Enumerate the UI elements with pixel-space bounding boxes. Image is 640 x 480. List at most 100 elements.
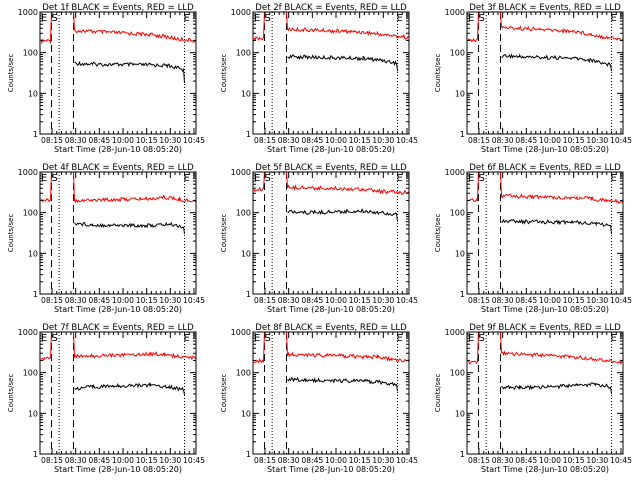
lld-series-line: [467, 172, 623, 204]
x-tick-label: 10:00: [325, 296, 347, 305]
y-tick-label: 10: [455, 89, 465, 98]
events-series-line: [74, 221, 185, 234]
x-tick-label: 08:45: [88, 136, 110, 145]
y-tick-label: 1: [33, 290, 38, 299]
plot-area: [467, 12, 623, 134]
x-tick-label: 10:45: [610, 136, 632, 145]
x-tick-label: 08:30: [492, 296, 514, 305]
marker-label: E: [468, 173, 474, 184]
y-axis-label: Counts/sec: [434, 374, 442, 413]
y-axis-label: Counts/sec: [220, 54, 228, 93]
x-tick-label: 10:45: [396, 456, 418, 465]
plot-area: [253, 172, 409, 294]
y-tick-label: 100: [23, 209, 38, 218]
plot-panel-8: Det 8f BLACK = Events, RED = LLD Counts/s…: [220, 323, 418, 474]
x-tick-label: 08:30: [492, 136, 514, 145]
marker-label: S: [478, 173, 484, 184]
x-tick-label: 10:30: [159, 456, 181, 465]
y-tick-label: 100: [23, 49, 38, 58]
panel-title: Det 5f BLACK = Events, RED = LLD: [255, 163, 407, 173]
x-tick-label: 08:30: [278, 296, 300, 305]
x-tick-label: 10:15: [136, 136, 158, 145]
plot-area: [253, 332, 409, 454]
x-tick-label: 08:15: [41, 136, 63, 145]
plot-panel-4: Det 4f BLACK = Events, RED = LLD Counts/s…: [7, 163, 205, 314]
x-tick-label: 10:30: [159, 296, 181, 305]
x-tick-label: 10:00: [112, 136, 134, 145]
marker-label: E: [254, 13, 260, 24]
marker-label: E: [41, 173, 47, 184]
x-tick-label: 08:15: [468, 456, 490, 465]
y-axis-label: Counts/sec: [434, 214, 442, 253]
x-tick-label: 08:30: [65, 136, 87, 145]
y-axis-label: Counts/sec: [220, 374, 228, 413]
y-tick-label: 1: [246, 290, 251, 299]
marker-label: E: [184, 333, 190, 344]
lld-series-line: [253, 332, 409, 364]
x-axis-label: Start Time (28-Jun-10 08:05:20): [481, 305, 609, 314]
x-axis-label: Start Time (28-Jun-10 08:05:20): [54, 465, 182, 474]
plot-panel-7: Det 7f BLACK = Events, RED = LLD Counts/s…: [7, 323, 205, 474]
events-series-line: [287, 54, 398, 72]
marker-label: E: [254, 173, 260, 184]
x-tick-label: 10:45: [396, 296, 418, 305]
y-tick-label: 1000: [445, 328, 465, 337]
x-tick-label: 10:15: [136, 296, 158, 305]
x-tick-label: 10:30: [159, 136, 181, 145]
x-tick-label: 10:15: [563, 136, 585, 145]
x-tick-label: 10:30: [372, 136, 394, 145]
x-tick-label: 10:30: [372, 456, 394, 465]
y-tick-label: 10: [241, 89, 251, 98]
x-tick-label: 08:15: [41, 456, 63, 465]
plot-frame: [39, 331, 197, 455]
marker-label: E: [41, 13, 47, 24]
plot-panel-2: Det 2f BLACK = Events, RED = LLD Counts/s…: [220, 3, 418, 154]
marker-label: S: [264, 173, 270, 184]
y-tick-label: 1000: [445, 8, 465, 17]
x-tick-label: 08:30: [492, 456, 514, 465]
events-series-line: [74, 381, 185, 396]
events-series-line: [287, 208, 398, 222]
marker-label: S: [51, 173, 57, 184]
x-tick-label: 10:00: [539, 136, 561, 145]
marker-label: E: [184, 13, 190, 24]
x-tick-label: 08:45: [515, 296, 537, 305]
events-series-line: [501, 218, 612, 234]
lld-series-line: [40, 172, 196, 204]
y-axis-label: Counts/sec: [7, 54, 15, 93]
x-tick-label: 08:45: [515, 136, 537, 145]
y-tick-label: 1000: [18, 168, 38, 177]
events-series-line: [74, 60, 185, 84]
plot-panel-1: Det 1f BLACK = Events, RED = LLD Counts/s…: [7, 3, 205, 154]
marker-label: S: [51, 13, 57, 24]
y-tick-label: 100: [450, 209, 465, 218]
y-tick-label: 1: [460, 130, 465, 139]
lld-series-line: [253, 172, 409, 195]
plot-panel-3: Det 3f BLACK = Events, RED = LLD Counts/s…: [434, 3, 632, 154]
y-tick-label: 10: [455, 249, 465, 258]
y-tick-label: 1: [246, 450, 251, 459]
plot-panel-6: Det 6f BLACK = Events, RED = LLD Counts/s…: [434, 163, 632, 314]
x-tick-label: 10:30: [586, 136, 608, 145]
x-tick-label: 10:15: [349, 456, 371, 465]
marker-label: E: [397, 333, 403, 344]
y-tick-label: 10: [28, 409, 38, 418]
plot-area: [467, 172, 623, 294]
x-tick-label: 10:00: [112, 456, 134, 465]
x-tick-label: 08:45: [88, 296, 110, 305]
x-tick-label: 10:00: [325, 136, 347, 145]
x-tick-label: 10:45: [396, 136, 418, 145]
y-tick-label: 10: [455, 409, 465, 418]
y-tick-label: 1000: [231, 328, 251, 337]
marker-label: S: [478, 13, 484, 24]
lld-series-line: [253, 12, 409, 42]
y-tick-label: 10: [28, 89, 38, 98]
x-tick-label: 08:15: [41, 296, 63, 305]
y-tick-label: 10: [241, 409, 251, 418]
panel-title: Det 3f BLACK = Events, RED = LLD: [469, 3, 621, 13]
x-tick-label: 08:45: [301, 456, 323, 465]
y-tick-label: 1000: [231, 8, 251, 17]
plot-frame: [39, 11, 197, 135]
plot-area: [40, 172, 196, 294]
x-axis-label: Start Time (28-Jun-10 08:05:20): [267, 465, 395, 474]
